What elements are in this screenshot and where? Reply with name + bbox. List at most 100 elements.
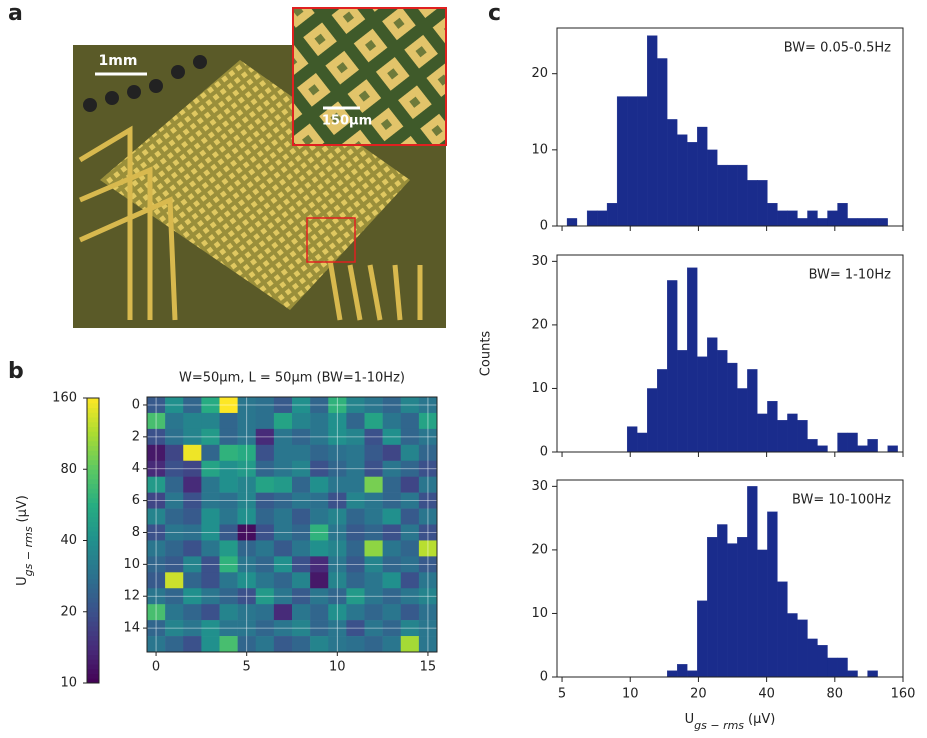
colorbar-segment — [87, 649, 99, 655]
heatmap-cell — [165, 636, 184, 653]
histogram-bar — [637, 96, 648, 227]
panel-label: a — [8, 1, 23, 26]
histogram-bar — [616, 96, 628, 227]
histogram-bar — [566, 218, 578, 227]
histogram-bar — [717, 164, 728, 227]
colorbar-segment — [87, 531, 99, 537]
y-tick-label: 10 — [531, 142, 548, 157]
heatmap-cell — [400, 412, 420, 430]
colorbar-segment — [87, 583, 99, 589]
heatmap-cell — [165, 604, 184, 621]
colorbar-segment — [87, 431, 99, 437]
y-tick-label: 10 — [531, 606, 548, 621]
colorbar-tick-label: 10 — [60, 676, 77, 691]
heatmap-cell — [273, 476, 293, 493]
histogram-bar — [606, 203, 618, 227]
histogram-bar — [807, 638, 818, 678]
heatmap-cell — [292, 572, 311, 589]
heatmap-cell — [219, 508, 238, 525]
histogram-bar — [787, 210, 798, 227]
heatmap-cell — [364, 444, 383, 462]
heatmap-cell — [219, 476, 238, 493]
colorbar-segment — [87, 445, 99, 451]
colorbar-tick-label: 80 — [60, 462, 77, 477]
heatmap-cell — [346, 636, 365, 653]
heatmap-cell — [219, 572, 238, 589]
chart-title: W=50µm, L = 50µm (BW=1-10Hz) — [179, 371, 405, 386]
x-tick-label: 0 — [152, 660, 160, 675]
histogram-bar — [817, 445, 828, 453]
heatmap-cell — [183, 540, 202, 557]
micrograph: 1mm 150µm — [73, 7, 447, 328]
heatmap-cell — [201, 636, 220, 653]
plot-frame — [556, 254, 904, 453]
histogram-bar — [797, 420, 808, 453]
histogram-bar — [757, 413, 768, 453]
colorbar-segment — [87, 464, 99, 470]
panel-label: b — [8, 359, 24, 384]
colorbar-tick-label: 160 — [52, 391, 77, 406]
y-tick-label: 0 — [540, 445, 548, 460]
heatmap-cell — [201, 604, 220, 621]
heatmap-cell — [255, 444, 275, 462]
heatmap-cell — [382, 540, 402, 557]
heatmap-cell — [219, 636, 238, 653]
colorbar-segment — [87, 664, 99, 670]
heatmap-cell — [273, 636, 293, 653]
histogram-bar — [647, 35, 658, 227]
colorbar-segment — [87, 573, 99, 579]
heatmap-cell — [292, 636, 311, 653]
y-tick-label: 0 — [540, 219, 548, 234]
heatmap-cell — [310, 412, 329, 430]
heatmap-cell — [165, 412, 184, 430]
heatmap-cell — [310, 508, 329, 525]
histogram-bar — [867, 218, 878, 227]
colorbar-segment — [87, 535, 99, 541]
colorbar-segment — [87, 545, 99, 551]
colorbar-segment — [87, 616, 99, 622]
histogram-bar — [697, 126, 708, 227]
heatmap-cell — [364, 476, 383, 493]
heatmap-cell — [255, 476, 275, 493]
histogram-bar — [797, 619, 808, 678]
histogram-bar — [767, 203, 778, 227]
scale-label: 1mm — [99, 53, 138, 69]
histogram-bar — [677, 134, 688, 227]
heatmap-cell — [310, 444, 329, 462]
histogram-bar — [847, 670, 858, 678]
colorbar-segment — [87, 554, 99, 560]
histogram-bar — [667, 119, 678, 227]
colorbar-segment — [87, 540, 99, 546]
histogram-bar — [707, 149, 718, 227]
histogram-bar — [867, 439, 878, 453]
heatmap-cell — [400, 636, 420, 653]
histogram-bar — [837, 432, 848, 453]
heatmap-cell — [382, 508, 402, 525]
colorbar-segment — [87, 469, 99, 475]
colorbar-segment — [87, 440, 99, 446]
histogram-bar — [707, 337, 718, 453]
colorbar-segment — [87, 564, 99, 570]
heatmap-cell — [292, 508, 311, 525]
heatmap-cell — [310, 636, 329, 653]
histogram-bar — [586, 210, 598, 227]
colorbar-segment — [87, 474, 99, 480]
histogram-bar — [637, 432, 648, 453]
histogram-bar — [687, 142, 698, 227]
colorbar-segment — [87, 611, 99, 617]
colorbar-segment — [87, 436, 99, 442]
colorbar-segment — [87, 426, 99, 432]
histogram-bar — [747, 486, 758, 678]
heatmap-cell — [273, 540, 293, 557]
histogram-bar — [817, 645, 828, 678]
histogram-bar — [737, 537, 748, 678]
heatmap-cell — [219, 540, 238, 557]
heatmap-cell — [183, 508, 202, 525]
histogram-bar — [807, 439, 818, 453]
colorbar-segment — [87, 493, 99, 499]
y-tick-label: 12 — [123, 589, 140, 604]
histogram-bar — [877, 218, 888, 227]
y-tick-label: 10 — [123, 557, 140, 572]
